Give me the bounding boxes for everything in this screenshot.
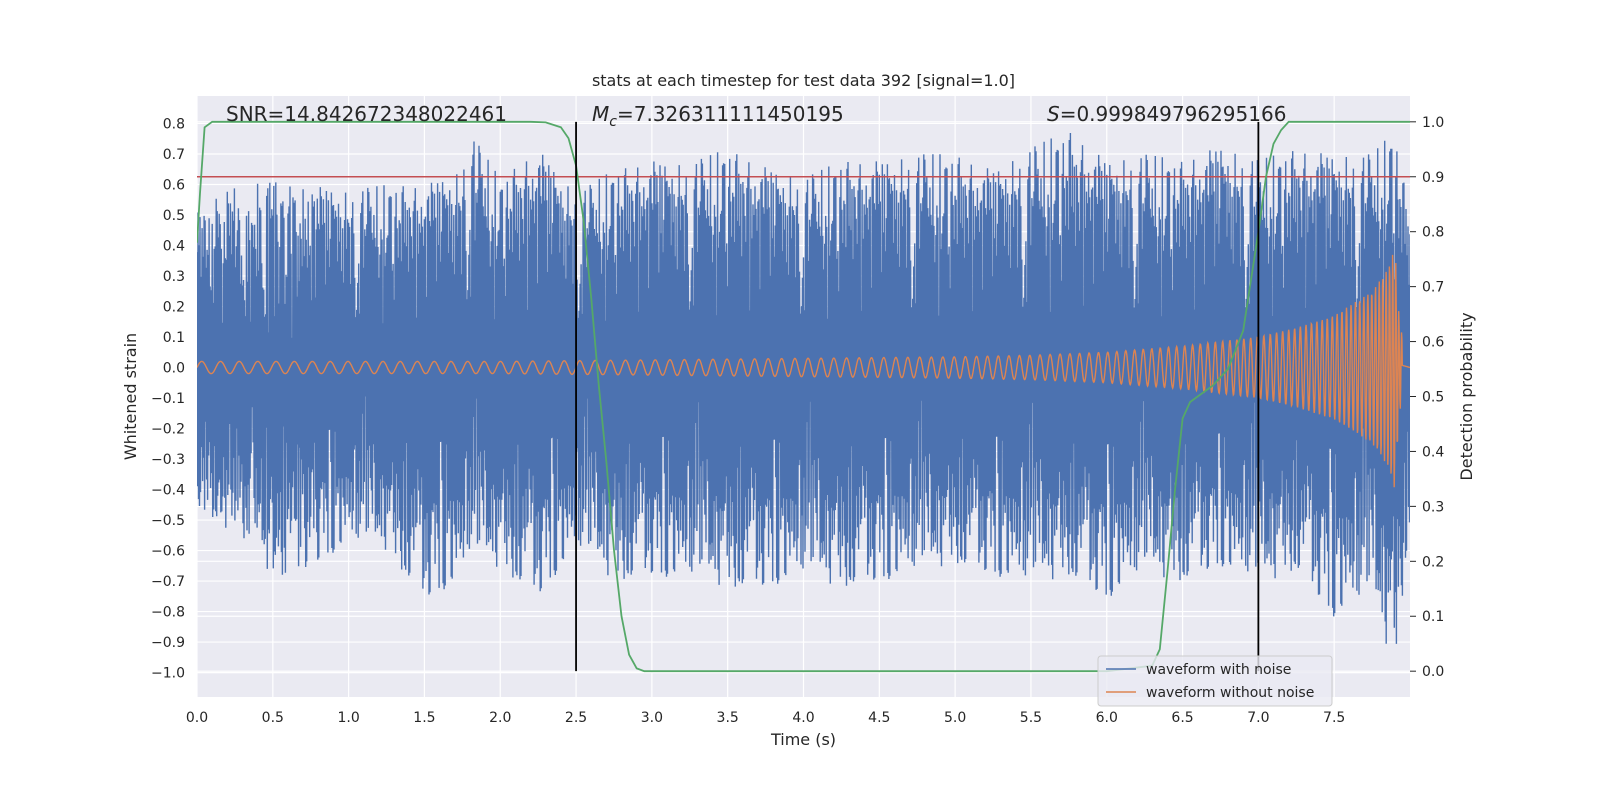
chart-title: stats at each timestep for test data 392… <box>592 71 1015 90</box>
series-detection-probability <box>197 120 1410 673</box>
x-tick-label: 3.5 <box>717 710 739 726</box>
y-tick-label: −0.5 <box>151 513 185 529</box>
mc-value: =7.326311111450195 <box>617 102 844 126</box>
y2-tick-label: 0.0 <box>1422 664 1444 680</box>
x-tick-label: 3.0 <box>641 710 663 726</box>
legend-entry-waveform-without-noise: waveform without noise <box>1146 685 1314 701</box>
y-tick-label: −0.7 <box>151 574 185 590</box>
y-axis-label: Whitened strain <box>121 333 140 460</box>
y2-tick-label: 0.8 <box>1422 225 1444 241</box>
y-tick-label: −0.6 <box>151 544 185 560</box>
y2-axis-label: Detection probability <box>1457 312 1476 480</box>
y-tick-label: 0.4 <box>163 238 185 254</box>
series-waveform-without-noise <box>197 254 1410 488</box>
chirp-mass-annotation: Mc=7.326311111450195 <box>592 102 844 130</box>
tick-labels: 0.0 0.5 1.0 1.5 2.0 2.5 3.0 3.5 4.0 4.5 5.0 5.5 6.0 6… <box>151 115 1444 726</box>
y2-tick-label: 0.3 <box>1422 499 1444 515</box>
y-tick-label: −0.2 <box>151 422 185 438</box>
y2-tick-label: 0.7 <box>1422 280 1444 296</box>
x-tick-label: 4.0 <box>792 710 814 726</box>
y-tick-label: 0.3 <box>163 269 185 285</box>
y-tick-label: 0.8 <box>163 116 185 132</box>
x-tick-label: 6.5 <box>1171 710 1193 726</box>
mc-symbol: M <box>592 102 609 126</box>
y-tick-label: 0.5 <box>163 208 185 224</box>
x-tick-label: 2.0 <box>489 710 511 726</box>
x-tick-label: 1.5 <box>413 710 435 726</box>
series-waveform-with-noise <box>197 132 1410 644</box>
legend-entry-waveform-with-noise: waveform with noise <box>1146 662 1291 678</box>
x-tick-label: 2.5 <box>565 710 587 726</box>
x-tick-label: 4.5 <box>868 710 890 726</box>
y-tick-label: 0.6 <box>163 177 185 193</box>
y-tick-label: −0.4 <box>151 483 185 499</box>
x-tick-label: 5.0 <box>944 710 966 726</box>
s-symbol: S <box>1047 102 1060 126</box>
x-tick-label: 6.0 <box>1096 710 1118 726</box>
y-tick-label: 0.2 <box>163 300 185 316</box>
y2-tick-label: 0.6 <box>1422 335 1444 351</box>
y2-tick-label: 0.2 <box>1422 554 1444 570</box>
legend-box <box>1097 655 1333 707</box>
score-annotation: S=0.999849796295166 <box>1047 102 1286 126</box>
y-tick-label: 0.1 <box>163 330 185 346</box>
x-tick-label: 7.0 <box>1247 710 1269 726</box>
y-tick-label: 0.0 <box>163 361 185 377</box>
x-tick-label: 0.0 <box>186 710 208 726</box>
legend: waveform with noise waveform without noi… <box>1097 655 1333 707</box>
vertical-markers <box>575 121 1260 672</box>
y2-tick-label: 0.5 <box>1422 390 1444 406</box>
y-tick-label: −0.1 <box>151 391 185 407</box>
x-tick-label: 5.5 <box>1020 710 1042 726</box>
series-layer <box>197 120 1410 673</box>
mc-subscript: c <box>609 114 617 130</box>
s-value: =0.999849796295166 <box>1060 102 1287 126</box>
snr-annotation: SNR=14.842672348022461 <box>226 102 507 126</box>
x-tick-label: 1.0 <box>337 710 359 726</box>
x-axis-label: Time (s) <box>770 730 836 749</box>
y-tick-label: −0.9 <box>151 635 185 651</box>
y2-tick-label: 0.4 <box>1422 444 1444 460</box>
y-tick-label: −0.3 <box>151 452 185 468</box>
y2-tick-label: 0.9 <box>1422 170 1444 186</box>
y2-tick-label: 0.1 <box>1422 609 1444 625</box>
x-tick-label: 7.5 <box>1323 710 1345 726</box>
x-tick-label: 0.5 <box>262 710 284 726</box>
y-tick-label: 0.7 <box>163 147 185 163</box>
y-tick-label: −1.0 <box>151 666 185 682</box>
y2-tick-label: 1.0 <box>1422 115 1444 131</box>
y-tick-label: −0.8 <box>151 605 185 621</box>
